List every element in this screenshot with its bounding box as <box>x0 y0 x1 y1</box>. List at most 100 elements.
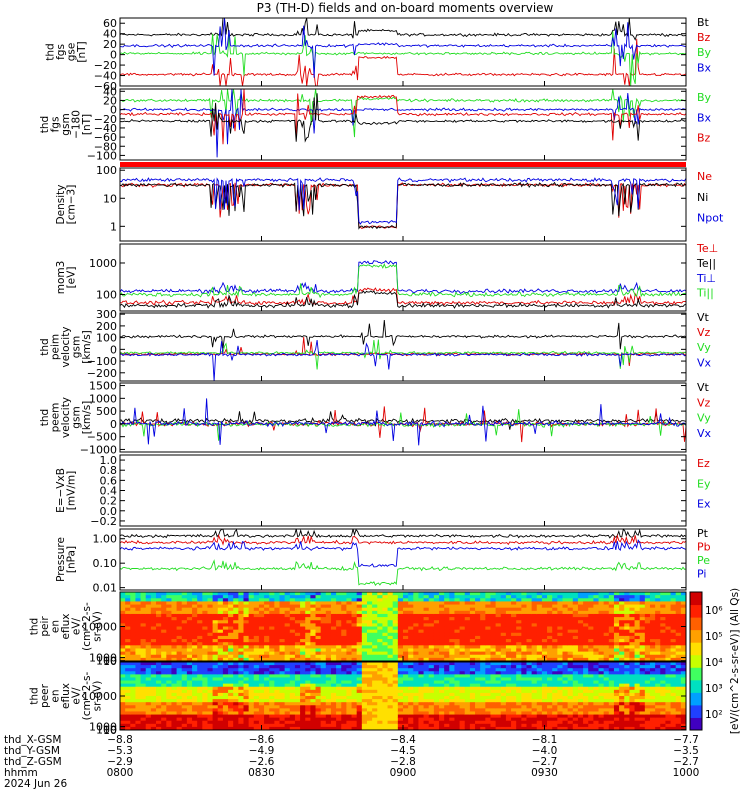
spectrogram-cell <box>356 662 363 666</box>
spectrogram-cell <box>613 632 620 637</box>
spectrogram-cell <box>202 595 208 599</box>
spectrogram-cell <box>598 683 605 688</box>
spectrogram-cell <box>156 626 162 631</box>
spectrogram-cell <box>192 683 198 688</box>
spectrogram-cell <box>536 671 543 675</box>
spectrogram-cell <box>649 604 656 609</box>
spectrogram-cell <box>202 689 208 694</box>
spectrogram-cell <box>207 642 214 646</box>
spectrogram-cell <box>428 613 435 618</box>
spectrogram-cell <box>521 620 527 624</box>
spectrogram-cell <box>670 645 677 649</box>
spectrogram-cell <box>207 598 214 602</box>
spectrogram-cell <box>382 696 389 700</box>
spectrogram-cell <box>608 699 615 703</box>
spectrogram-cell <box>423 651 430 656</box>
spectrogram-cell <box>552 683 558 688</box>
spectrogram-cell <box>485 617 491 621</box>
spectrogram-cell <box>423 645 430 649</box>
spectrogram-cell <box>330 726 337 731</box>
spectrogram-cell <box>639 626 646 631</box>
spectrogram-cell <box>135 662 142 666</box>
y-axis-label-line: [cm−3] <box>65 185 77 225</box>
spectrogram-cell <box>238 665 244 669</box>
spectrogram-cell <box>330 723 337 728</box>
spectrogram-cell <box>428 711 435 716</box>
spectrogram-cell <box>433 651 440 656</box>
spectrogram-cell <box>120 668 126 672</box>
spectrogram-cell <box>294 648 301 653</box>
spectrogram-cell <box>325 711 332 716</box>
spectrogram-cell <box>613 604 620 609</box>
spectrogram-cell <box>377 635 383 640</box>
spectrogram-cell <box>655 626 661 631</box>
spectrogram-cell <box>166 607 172 612</box>
spectrogram-cell <box>665 657 672 662</box>
spectrogram-cell <box>161 717 167 722</box>
spectrogram-cell <box>608 657 615 662</box>
spectrogram-cell <box>356 680 363 685</box>
spectrogram-cell <box>279 639 286 643</box>
spectrogram-cell <box>459 657 466 662</box>
spectrogram-cell <box>480 639 486 643</box>
spectrogram-cell <box>192 702 198 706</box>
spectrogram-cell <box>505 595 512 599</box>
spectrogram-cell <box>156 720 162 725</box>
spectrogram-cell <box>382 686 389 691</box>
spectrogram-cell <box>176 708 183 712</box>
spectrogram-cell <box>675 654 682 659</box>
spectrogram-cell <box>279 680 286 685</box>
spectrogram-cell <box>680 632 687 637</box>
spectrogram-cell <box>377 689 383 694</box>
spectrogram-cell <box>192 657 198 662</box>
spectrogram-cell <box>423 702 430 706</box>
spectrogram-cell <box>356 617 363 621</box>
y-axis-label-line: velocity <box>60 397 72 438</box>
spectrogram-cell <box>521 723 527 728</box>
spectrogram-cell <box>495 613 502 618</box>
spectrogram-cell <box>156 642 162 646</box>
spectrogram-cell <box>541 699 548 703</box>
spectrogram-cell <box>634 692 641 697</box>
spectrogram-cell <box>547 677 553 682</box>
spectrogram-cell <box>495 629 502 634</box>
spectrogram-cell <box>310 648 317 653</box>
spectrogram-cell <box>552 657 558 662</box>
spectrogram-cell <box>608 598 615 602</box>
spectrogram-cell <box>176 635 183 640</box>
spectrogram-cell <box>202 708 208 712</box>
spectrogram-cell <box>516 714 522 719</box>
spectrogram-cell <box>207 623 214 627</box>
spectrogram-cell <box>588 702 594 706</box>
spectrogram-cell <box>217 717 224 722</box>
spectrogram-cell <box>315 708 322 712</box>
spectrogram-cell <box>238 723 244 728</box>
spectrogram-cell <box>145 720 152 725</box>
spectrogram-cell <box>397 642 404 646</box>
spectrogram-cell <box>444 689 450 694</box>
spectrogram-cell <box>495 601 502 606</box>
spectrogram-cell <box>156 629 162 634</box>
spectrogram-cell <box>294 686 301 691</box>
spectrogram-cell <box>572 623 579 627</box>
spectrogram-cell <box>567 592 574 596</box>
spectrogram-cell <box>130 671 136 675</box>
spectrogram-cell <box>403 723 409 728</box>
spectrogram-cell <box>130 714 136 719</box>
spectrogram-cell <box>325 654 332 659</box>
spectrogram-cell <box>639 677 646 682</box>
spectrogram-cell <box>655 671 661 675</box>
spectrogram-cell <box>397 674 404 678</box>
spectrogram-cell <box>428 632 435 637</box>
spectrogram-cell <box>444 717 450 722</box>
spectrogram-cell <box>629 592 636 596</box>
spectrogram-cell <box>608 726 615 731</box>
spectrogram-cell <box>485 592 491 596</box>
spectrogram-cell <box>258 711 265 716</box>
y-tick-label: 100 <box>96 332 117 345</box>
spectrogram-cell <box>217 720 224 725</box>
spectrogram-cell <box>511 626 517 631</box>
spectrogram-cell <box>300 683 306 688</box>
spectrogram-cell <box>341 623 347 627</box>
spectrogram-cell <box>192 714 198 719</box>
